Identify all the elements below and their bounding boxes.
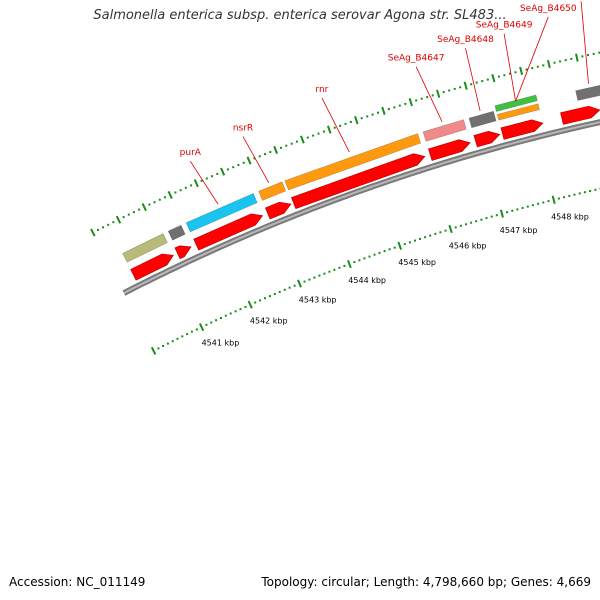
gene-block — [422, 119, 467, 142]
cds-arrow — [193, 213, 264, 251]
gene-block — [122, 233, 168, 263]
cds-arrow — [174, 245, 192, 260]
gene-leader-line — [415, 66, 443, 122]
gene-leader-line — [465, 48, 481, 111]
gene-leader-line — [503, 33, 516, 102]
gene-label: SeAg_B4650 — [520, 4, 577, 14]
cds-arrow — [560, 105, 600, 125]
cds-arrow — [291, 153, 426, 209]
gene-block — [496, 103, 540, 121]
cds-arrow — [130, 253, 174, 281]
gene-label: rnr — [315, 85, 328, 95]
kbp-tick-label: 4544 kbp — [348, 276, 386, 285]
dotted-tick-tracks — [90, 51, 600, 355]
cds-arrow — [265, 201, 292, 220]
kbp-tick-label: 4546 kbp — [449, 241, 487, 250]
kbp-tick-label: 4547 kbp — [500, 226, 538, 235]
gene-block — [468, 110, 497, 129]
kbp-tick-label: 4541 kbp — [202, 339, 240, 348]
gene-block — [258, 181, 287, 201]
cds-arrow — [428, 139, 471, 161]
gene-label: SeAg_B4648 — [437, 35, 494, 45]
kbp-tick-label: 4543 kbp — [299, 296, 337, 305]
kbp-tick-label: 4548 kbp — [551, 212, 589, 221]
gene-leader-line — [321, 97, 350, 153]
kbp-tick-label: 4545 kbp — [398, 258, 436, 267]
kbp-tick-label: 4542 kbp — [250, 317, 288, 326]
gene-label: nsrR — [233, 124, 253, 134]
gene-label: purA — [180, 148, 202, 158]
gene-block — [167, 224, 186, 241]
map-title: Salmonella enterica subsp. enterica sero… — [93, 8, 507, 23]
gene-leader-line — [189, 160, 219, 205]
accession-text: Accession: NC_011149 — [9, 575, 146, 589]
gene-labels: purA nsrR rnr SeAg_B4647 SeAg_B4648 SeAg_B464… — [180, 1, 589, 205]
genome-backbone — [122, 119, 600, 296]
genome-stats-text: Topology: circular; Length: 4,798,660 bp… — [261, 575, 591, 589]
gene-label: SeAg_B4649 — [476, 21, 533, 31]
gene-block — [284, 133, 422, 191]
gene-track — [122, 84, 600, 263]
gene-leader-line — [580, 1, 589, 84]
gene-leader-line — [242, 136, 270, 183]
cds-arrow — [500, 119, 544, 140]
cds-arrow — [473, 130, 501, 148]
gene-label: SeAg_B4647 — [388, 54, 445, 64]
gene-leader-line — [515, 16, 549, 102]
gene-block — [494, 94, 538, 112]
cds-track — [130, 105, 600, 281]
kbp-ticks: 4541 kbp 4542 kbp 4543 kbp 4544 kbp 4545 kbp… — [202, 212, 589, 348]
gene-block — [185, 193, 258, 233]
gene-block — [575, 84, 600, 101]
